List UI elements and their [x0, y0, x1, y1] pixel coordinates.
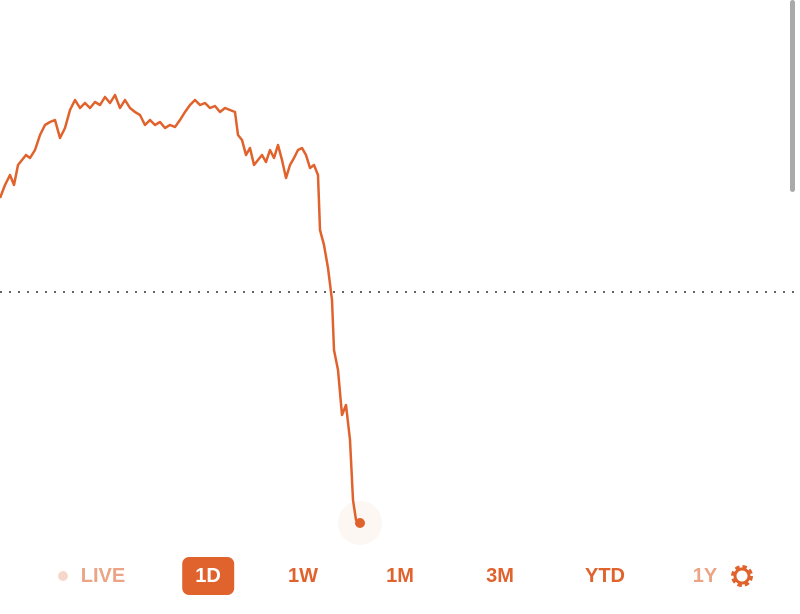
range-button[interactable]: 1W	[288, 565, 318, 587]
range-button[interactable]: 1D	[182, 557, 234, 595]
live-indicator	[58, 571, 68, 581]
settings-icon[interactable]	[727, 561, 757, 591]
range-button[interactable]: YTD	[585, 565, 625, 587]
range-button[interactable]: LIVE	[80, 565, 126, 587]
price-line	[0, 93, 361, 524]
range-button[interactable]: 3M	[486, 565, 514, 587]
range-button[interactable]: 1M	[386, 565, 414, 587]
current-point	[355, 518, 365, 528]
scrollbar[interactable]	[790, 0, 795, 192]
range-button[interactable]: 1Y	[692, 565, 718, 587]
